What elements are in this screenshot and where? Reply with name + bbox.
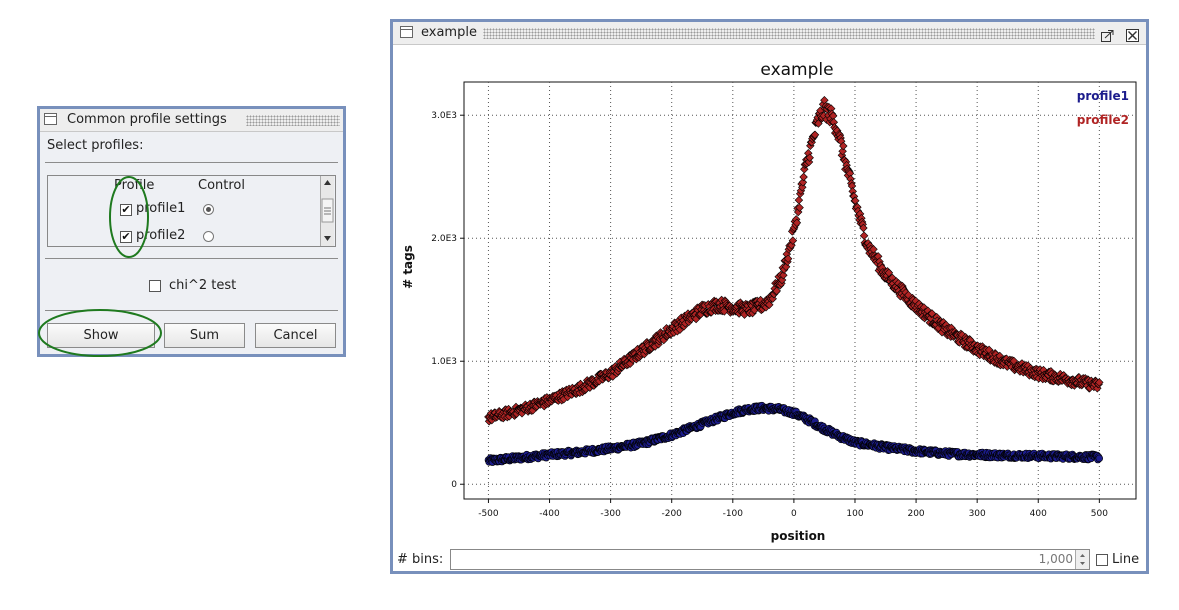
data-point (781, 262, 791, 272)
x-tick-label: 200 (907, 509, 924, 519)
profile2-control-radio[interactable] (203, 231, 214, 242)
x-tick-label: -300 (600, 509, 621, 519)
plot-window: example example -500 -400 -300 -200 -100 0 100… (390, 19, 1149, 574)
x-tick-label: -400 (539, 509, 560, 519)
bins-label: # bins: (397, 552, 444, 567)
select-profiles-label: Select profiles: (47, 138, 144, 153)
profile2-checkbox[interactable]: ✔ (120, 230, 132, 243)
series-profile1 (484, 401, 1103, 466)
y-tick-label: 3.0E3 (431, 111, 457, 121)
close-icon[interactable] (1126, 27, 1139, 42)
bins-spinner[interactable]: 1,000 (450, 549, 1090, 570)
legend-profile2: profile2 (1077, 113, 1129, 127)
data-point (783, 254, 793, 263)
x-tick-label: -500 (478, 509, 499, 519)
x-tick-label: 400 (1030, 509, 1047, 519)
data-point (1095, 378, 1104, 387)
data-point (779, 270, 788, 280)
data-point (805, 153, 814, 162)
data-point (798, 178, 808, 187)
grid-lines (464, 82, 1136, 499)
column-header-control: Control (198, 178, 245, 193)
scroll-up-icon[interactable] (324, 180, 331, 185)
list-scrollbar[interactable] (320, 176, 334, 246)
divider (45, 162, 338, 163)
data-point (768, 294, 777, 303)
plot-area (463, 81, 1137, 500)
legend-profile1: profile1 (1077, 89, 1129, 103)
data-point (795, 203, 804, 212)
data-point (772, 286, 781, 296)
data-point (1095, 454, 1103, 463)
profile1-label: profile1 (136, 201, 186, 216)
data-point (810, 130, 820, 140)
show-button[interactable]: Show (47, 323, 155, 348)
line-label: Line (1112, 552, 1140, 567)
data-point (800, 165, 809, 174)
bins-value[interactable]: 1,000 (1038, 552, 1073, 566)
data-point (787, 240, 796, 250)
scatter-chart: example -500 -400 -300 -200 -100 0 100 200 300 40… (401, 60, 1137, 543)
x-tick-label: 300 (969, 509, 986, 519)
data-point (765, 300, 774, 310)
sum-button[interactable]: Sum (164, 323, 245, 348)
settings-titlebar[interactable]: Common profile settings (40, 109, 343, 132)
data-point (794, 195, 804, 205)
y-tick-label: 0 (451, 480, 457, 490)
data-point (839, 141, 848, 151)
chi2-test-label: chi^2 test (169, 278, 237, 293)
titlebar-grip (483, 28, 1095, 39)
plot-window-title: example (421, 25, 477, 40)
x-axis-label: position (771, 529, 826, 543)
series-layer (484, 95, 1104, 466)
data-point (792, 218, 802, 228)
cancel-button[interactable]: Cancel (255, 323, 336, 348)
detach-window-icon[interactable] (1101, 27, 1114, 42)
profile1-control-radio[interactable] (203, 204, 214, 215)
x-tick-label: -100 (723, 509, 744, 519)
scroll-down-icon[interactable] (324, 236, 331, 241)
data-point (788, 236, 798, 245)
x-tick-label: 100 (846, 509, 863, 519)
data-point (814, 119, 823, 128)
x-tick-label: 500 (1091, 509, 1108, 519)
window-menu-icon[interactable] (400, 26, 413, 38)
data-point (838, 146, 847, 156)
window-menu-icon[interactable] (44, 113, 57, 125)
chi2-test-checkbox[interactable] (149, 280, 161, 292)
data-point (859, 223, 868, 233)
series-profile2 (484, 95, 1104, 426)
data-point (799, 172, 808, 182)
settings-window-title: Common profile settings (67, 112, 227, 127)
y-axis-label: # tags (401, 245, 415, 289)
plot-titlebar[interactable]: example (393, 22, 1146, 45)
divider (45, 258, 338, 259)
profile-list: Profile Control ✔ profile1 ✔ profile2 (47, 175, 336, 247)
divider (45, 310, 338, 311)
data-point (927, 309, 937, 318)
y-tick-label: 2.0E3 (431, 234, 457, 244)
x-tick-label: 0 (791, 509, 797, 519)
axis-ticks: -500 -400 -300 -200 -100 0 100 200 300 400 500 0 1.0… (431, 111, 1108, 519)
data-point (798, 183, 807, 192)
common-profile-settings-window: Common profile settings Select profiles:… (37, 106, 346, 357)
titlebar-grip (246, 115, 340, 126)
line-checkbox[interactable] (1096, 554, 1108, 566)
chart-title: example (760, 60, 833, 80)
x-tick-label: -200 (661, 509, 682, 519)
profile1-checkbox[interactable]: ✔ (120, 203, 132, 216)
profile2-label: profile2 (136, 228, 186, 243)
column-header-profile: Profile (114, 178, 155, 193)
y-tick-label: 1.0E3 (431, 357, 457, 367)
spinner-arrows-icon[interactable] (1075, 550, 1089, 569)
